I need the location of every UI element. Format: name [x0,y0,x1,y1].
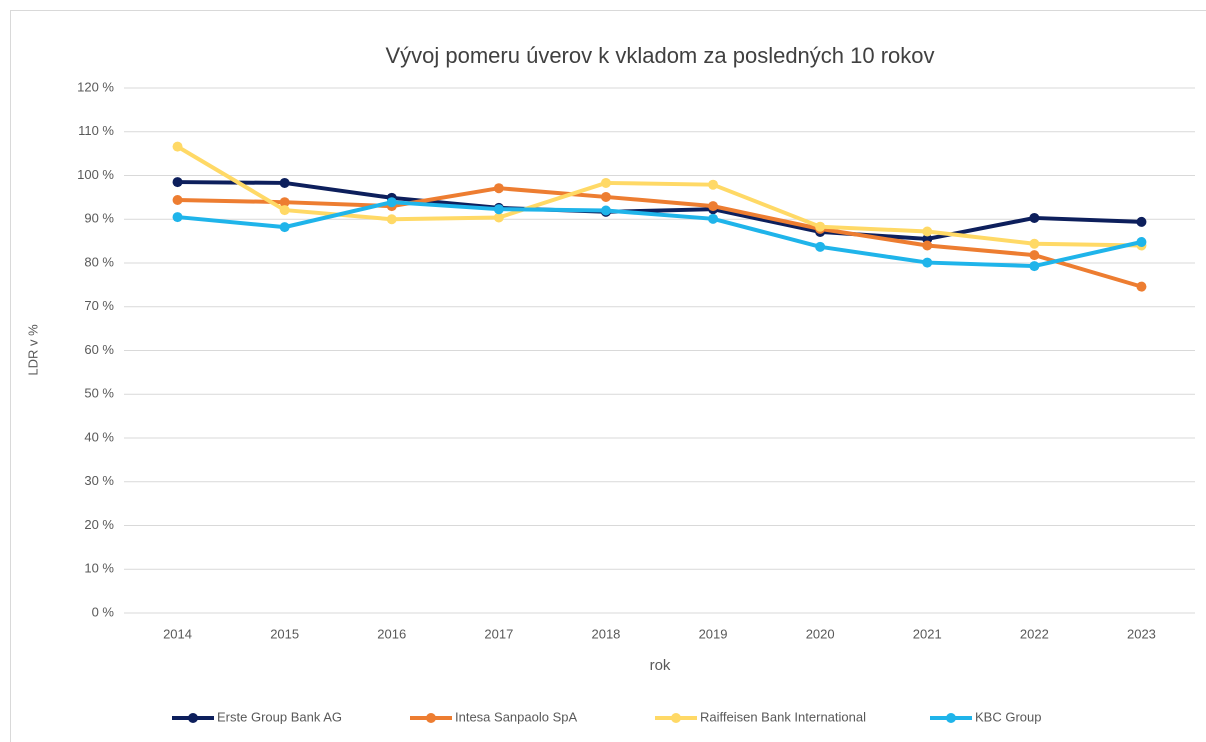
x-tick-label: 2015 [270,626,299,641]
legend-marker [426,713,436,723]
chart-title: Vývoj pomeru úverov k vkladom za posledn… [385,43,934,68]
series-point [493,183,504,194]
series-point [1029,238,1040,249]
series-point [386,197,397,208]
y-tick-label: 50 % [84,386,114,401]
x-tick-label: 2016 [377,626,406,641]
legend-label: Intesa Sanpaolo SpA [455,709,577,724]
series-point [386,214,397,225]
series-point [708,213,719,224]
legend-label: Raiffeisen Bank International [700,709,866,724]
series-point [708,201,719,212]
series-point [279,197,290,208]
series-point [172,195,183,205]
series-point [1029,212,1040,223]
series-point [708,179,719,190]
y-tick-label: 60 % [84,342,114,357]
x-tick-label: 2023 [1127,626,1156,641]
y-tick-label: 40 % [84,429,114,444]
y-tick-label: 100 % [77,167,114,182]
y-tick-label: 30 % [84,473,114,488]
series-line [177,180,1142,241]
series-point [1029,250,1040,261]
y-tick-label: 120 % [77,79,114,94]
y-tick-label: 90 % [84,211,114,226]
series-point [279,205,290,216]
series-point [1136,216,1147,227]
x-tick-label: 2020 [806,626,835,641]
series-line [177,186,1143,289]
series-point [600,191,611,202]
y-tick-label: 20 % [84,517,114,532]
x-tick-label: 2014 [163,626,192,641]
chart-frame [10,10,1206,742]
legend-label: KBC Group [975,709,1041,724]
series-point [922,257,933,268]
x-tick-label: 2019 [699,626,728,641]
series-point [815,241,826,252]
series-point [172,141,183,152]
series-point [600,205,611,216]
y-tick-label: 110 % [78,123,114,138]
x-tick-label: 2017 [484,626,513,641]
y-tick-label: 80 % [84,254,114,269]
y-tick-label: 70 % [84,298,114,313]
series-point [922,226,933,237]
x-axis-label: rok [650,657,671,674]
series-point [1029,261,1040,272]
series-point [172,177,183,188]
series-point [172,212,183,223]
series-point [922,240,933,251]
y-axis-label: LDR v % [25,324,40,376]
legend-marker [671,713,681,723]
x-tick-label: 2021 [913,626,942,641]
series-point [1136,281,1147,292]
y-tick-label: 0 % [92,604,115,619]
legend-marker [946,713,956,723]
series-point [493,212,504,223]
x-tick-label: 2022 [1020,626,1049,641]
series-point [279,177,290,188]
series-point [815,221,826,232]
series-point [1136,237,1147,247]
legend-marker [188,713,198,723]
series-line [177,200,1142,269]
series-point [279,222,290,233]
series-point [600,177,611,188]
x-tick-label: 2018 [591,626,620,641]
y-tick-label: 10 % [84,561,114,576]
legend-label: Erste Group Bank AG [217,709,342,724]
series-point [493,204,504,215]
